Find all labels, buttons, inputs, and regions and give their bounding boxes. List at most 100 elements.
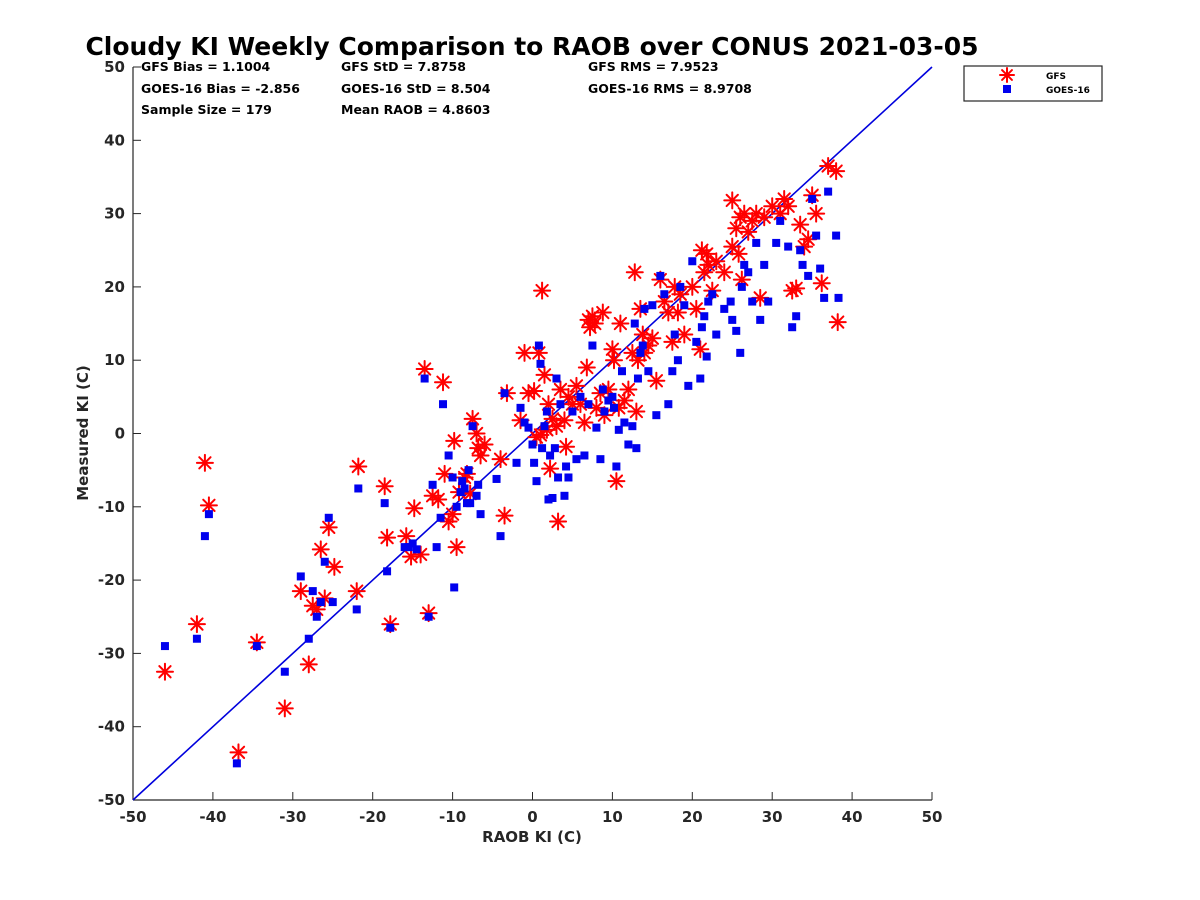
goes-16-point <box>320 557 329 566</box>
goes-16-point <box>776 216 785 225</box>
goes-16-point <box>708 290 717 299</box>
goes-16-point <box>354 484 363 493</box>
goes-16-point <box>452 502 461 511</box>
gfs-point <box>827 162 846 181</box>
goes-16-point <box>383 567 392 576</box>
goes-16-point <box>472 491 481 500</box>
goes-16-point <box>700 312 709 321</box>
goes-16-point <box>764 297 773 306</box>
goes-16-point <box>740 260 749 269</box>
goes-16-point <box>680 301 689 310</box>
gfs-point <box>697 244 716 263</box>
goes-16-point <box>576 392 585 401</box>
goes-16-point <box>760 260 769 269</box>
goes-16-point <box>476 510 485 519</box>
gfs-point <box>755 208 774 227</box>
gfs-point <box>299 655 318 674</box>
gfs-point <box>763 197 782 216</box>
y-tick-label: -30 <box>98 644 125 662</box>
goes-16-point <box>812 231 821 240</box>
gfs-point <box>447 538 466 557</box>
goes-16-point <box>608 392 617 401</box>
goes-16-point <box>424 612 433 621</box>
gfs-point <box>743 211 762 230</box>
goes-16-point <box>644 367 653 376</box>
goes-16-point <box>548 494 557 503</box>
goes-std-stat: GOES-16 StD = 8.504 <box>341 81 491 96</box>
goes-16-point <box>280 667 289 676</box>
gfs-point <box>828 313 847 332</box>
goes-16-point <box>304 634 313 643</box>
y-tick-label: -50 <box>98 791 125 809</box>
goes-16-point <box>684 381 693 390</box>
y-axis-ticks: -50 -40 -30 -20 -10 0 10 20 30 40 50 <box>98 58 141 809</box>
gfs-point <box>533 281 552 300</box>
legend-box <box>963 65 1103 102</box>
goes-16-point <box>688 257 697 266</box>
x-tick-label: -10 <box>439 808 466 826</box>
goes-16-point <box>296 572 305 581</box>
goes-16-point <box>692 337 701 346</box>
goes-16-point <box>697 323 706 332</box>
gfs-point <box>791 215 810 234</box>
goes-16-point <box>564 473 573 482</box>
goes-16-point <box>200 532 209 541</box>
gfs-point <box>668 303 687 322</box>
goes-16-point <box>528 440 537 449</box>
goes-16-point <box>204 510 213 519</box>
stats-annotations: GFS Bias = 1.1004 GOES-16 Bias = -2.856 … <box>141 59 752 117</box>
goes-16-point <box>530 458 539 467</box>
goes-16-point <box>408 539 417 548</box>
x-tick-label: -20 <box>359 808 386 826</box>
y-tick-label: 0 <box>115 425 125 443</box>
gfs-point <box>723 191 742 210</box>
goes-16-point <box>554 473 563 482</box>
x-tick-label: -50 <box>119 808 146 826</box>
x-tick-label: -30 <box>279 808 306 826</box>
goes-16-point <box>460 484 469 493</box>
gfs-point <box>607 472 626 491</box>
goes-16-point <box>474 480 483 489</box>
gfs-rms-stat: GFS RMS = 7.9523 <box>588 59 719 74</box>
goes-16-point <box>640 304 649 313</box>
goes-16-point <box>252 642 261 651</box>
goes-16-point <box>656 271 665 280</box>
goes-16-point <box>744 268 753 277</box>
goes-16-point <box>772 238 781 247</box>
goes-16-point <box>496 532 505 541</box>
gfs-point <box>577 358 596 377</box>
goes-16-point <box>732 326 741 335</box>
x-tick-label: 40 <box>842 808 863 826</box>
x-tick-label: 20 <box>682 808 703 826</box>
goes-16-point <box>792 312 801 321</box>
gfs-point <box>525 381 544 400</box>
goes-16-point <box>834 293 843 302</box>
legend: GFS GOES-16 <box>963 65 1103 102</box>
gfs-point <box>812 274 831 293</box>
gfs-point <box>807 204 826 223</box>
goes-16-point <box>617 367 626 376</box>
goes-16-point <box>664 400 673 409</box>
x-axis-label: RAOB KI (C) <box>482 828 582 846</box>
goes-16-point <box>552 374 561 383</box>
goes-16-point <box>660 290 669 299</box>
gfs-series <box>155 156 847 762</box>
goes-16-point <box>633 374 642 383</box>
goes-16-point <box>308 587 317 596</box>
gfs-point <box>735 204 754 223</box>
goes-16-point <box>648 301 657 310</box>
goes-16-point <box>380 499 389 508</box>
goes-16-point <box>538 444 547 453</box>
goes-16-point <box>788 323 797 332</box>
gfs-point <box>325 557 344 576</box>
gfs-point <box>429 490 448 509</box>
goes-16-point <box>420 374 429 383</box>
gfs-point <box>187 615 206 634</box>
goes-16-point <box>737 282 746 291</box>
gfs-point <box>707 252 726 271</box>
goes-16-point <box>232 759 241 768</box>
gfs-point <box>585 314 604 333</box>
goes-16-point <box>720 304 729 313</box>
goes-16-series <box>160 187 843 768</box>
